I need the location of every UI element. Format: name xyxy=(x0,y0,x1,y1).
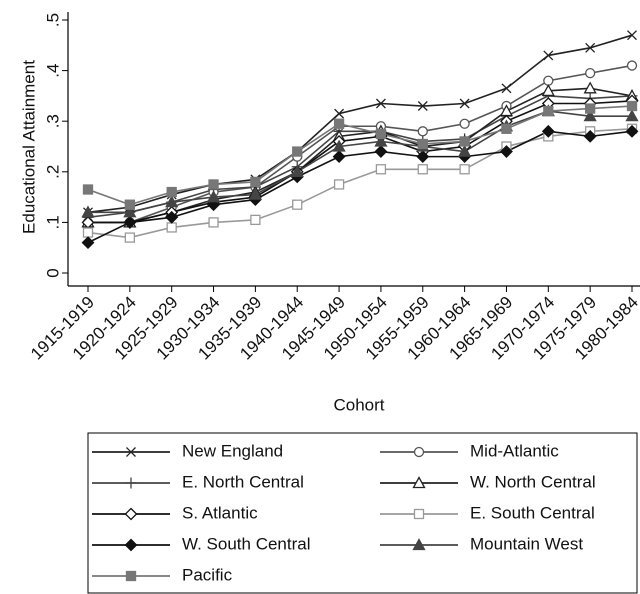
data-point xyxy=(583,129,597,143)
legend-label: Pacific xyxy=(182,565,233,584)
data-point xyxy=(543,75,554,86)
data-point xyxy=(333,118,345,129)
data-point xyxy=(250,214,261,226)
data-point xyxy=(332,150,346,164)
y-tick-label: .1 xyxy=(43,215,62,229)
legend-marker xyxy=(413,508,425,520)
y-axis-title: Educational Attainment xyxy=(19,60,38,234)
data-point xyxy=(332,139,346,152)
legend-label: W. South Central xyxy=(182,534,311,553)
data-point xyxy=(458,144,472,157)
data-point xyxy=(123,215,137,229)
data-point xyxy=(541,124,555,138)
data-point xyxy=(585,67,596,79)
data-point xyxy=(248,187,262,200)
data-point xyxy=(124,232,135,243)
data-point xyxy=(334,108,345,119)
data-point xyxy=(626,60,638,71)
data-point xyxy=(541,83,555,96)
series-line xyxy=(87,34,633,214)
data-point xyxy=(627,30,637,41)
data-point xyxy=(417,126,428,137)
data-point xyxy=(625,124,639,138)
data-point xyxy=(626,100,638,112)
data-point xyxy=(206,190,221,203)
data-point xyxy=(417,138,428,150)
data-point xyxy=(374,134,388,147)
data-point xyxy=(501,83,512,94)
data-point xyxy=(81,205,95,218)
series-line xyxy=(87,105,633,206)
x-axis-title: Cohort xyxy=(333,395,384,414)
data-point xyxy=(374,145,388,158)
series-line xyxy=(87,130,633,244)
legend-marker xyxy=(412,538,426,551)
legend-marker xyxy=(126,447,136,457)
data-point xyxy=(416,150,430,164)
data-point xyxy=(166,222,177,233)
series-line xyxy=(87,95,633,219)
data-point xyxy=(375,128,387,140)
y-tick-label: 0 xyxy=(43,268,62,277)
data-point xyxy=(585,103,596,114)
y-tick-label: .5 xyxy=(43,13,62,27)
data-point xyxy=(459,98,470,109)
data-point xyxy=(501,123,512,134)
data-point xyxy=(208,179,219,190)
data-point xyxy=(333,179,345,190)
data-point xyxy=(375,98,386,109)
data-point xyxy=(124,199,135,210)
series-line xyxy=(87,127,633,239)
data-point xyxy=(583,81,597,94)
data-point xyxy=(459,136,470,147)
data-point xyxy=(459,164,470,175)
legend-label: W. North Central xyxy=(470,472,596,491)
data-point xyxy=(417,164,428,175)
legend-marker xyxy=(124,538,138,552)
legend-label: E. South Central xyxy=(470,503,595,522)
data-point xyxy=(208,217,219,228)
data-point xyxy=(583,109,597,122)
series-line xyxy=(88,64,633,224)
legend-marker xyxy=(412,476,426,489)
data-point xyxy=(585,42,596,53)
legend-marker xyxy=(125,477,137,489)
data-point xyxy=(123,205,137,218)
data-point xyxy=(290,164,304,177)
legend-label: Mountain West xyxy=(470,534,583,553)
legend-marker xyxy=(413,446,425,458)
data-point xyxy=(500,145,513,158)
data-point xyxy=(82,227,94,238)
data-point xyxy=(165,195,179,208)
data-point xyxy=(166,186,177,198)
legend-label: S. Atlantic xyxy=(182,503,258,522)
y-tick-label: .4 xyxy=(43,64,62,78)
legend-label: New England xyxy=(182,441,283,460)
data-point xyxy=(459,118,470,129)
series-line xyxy=(88,100,633,224)
data-point xyxy=(543,105,554,117)
data-point xyxy=(165,210,179,224)
data-point xyxy=(292,146,303,157)
legend-box xyxy=(87,432,638,594)
y-tick-label: .2 xyxy=(43,165,62,179)
y-tick-label: .3 xyxy=(43,114,62,128)
legend-label: Mid-Atlantic xyxy=(470,441,559,460)
legend-marker xyxy=(124,507,138,521)
data-point xyxy=(292,199,303,210)
data-point xyxy=(625,109,639,122)
data-point xyxy=(250,176,261,188)
legend-label: E. North Central xyxy=(182,472,304,491)
data-point xyxy=(82,184,94,195)
data-point xyxy=(543,50,554,61)
data-point xyxy=(375,164,387,175)
legend-marker xyxy=(125,570,137,582)
data-point xyxy=(81,236,95,250)
data-point xyxy=(417,101,428,111)
